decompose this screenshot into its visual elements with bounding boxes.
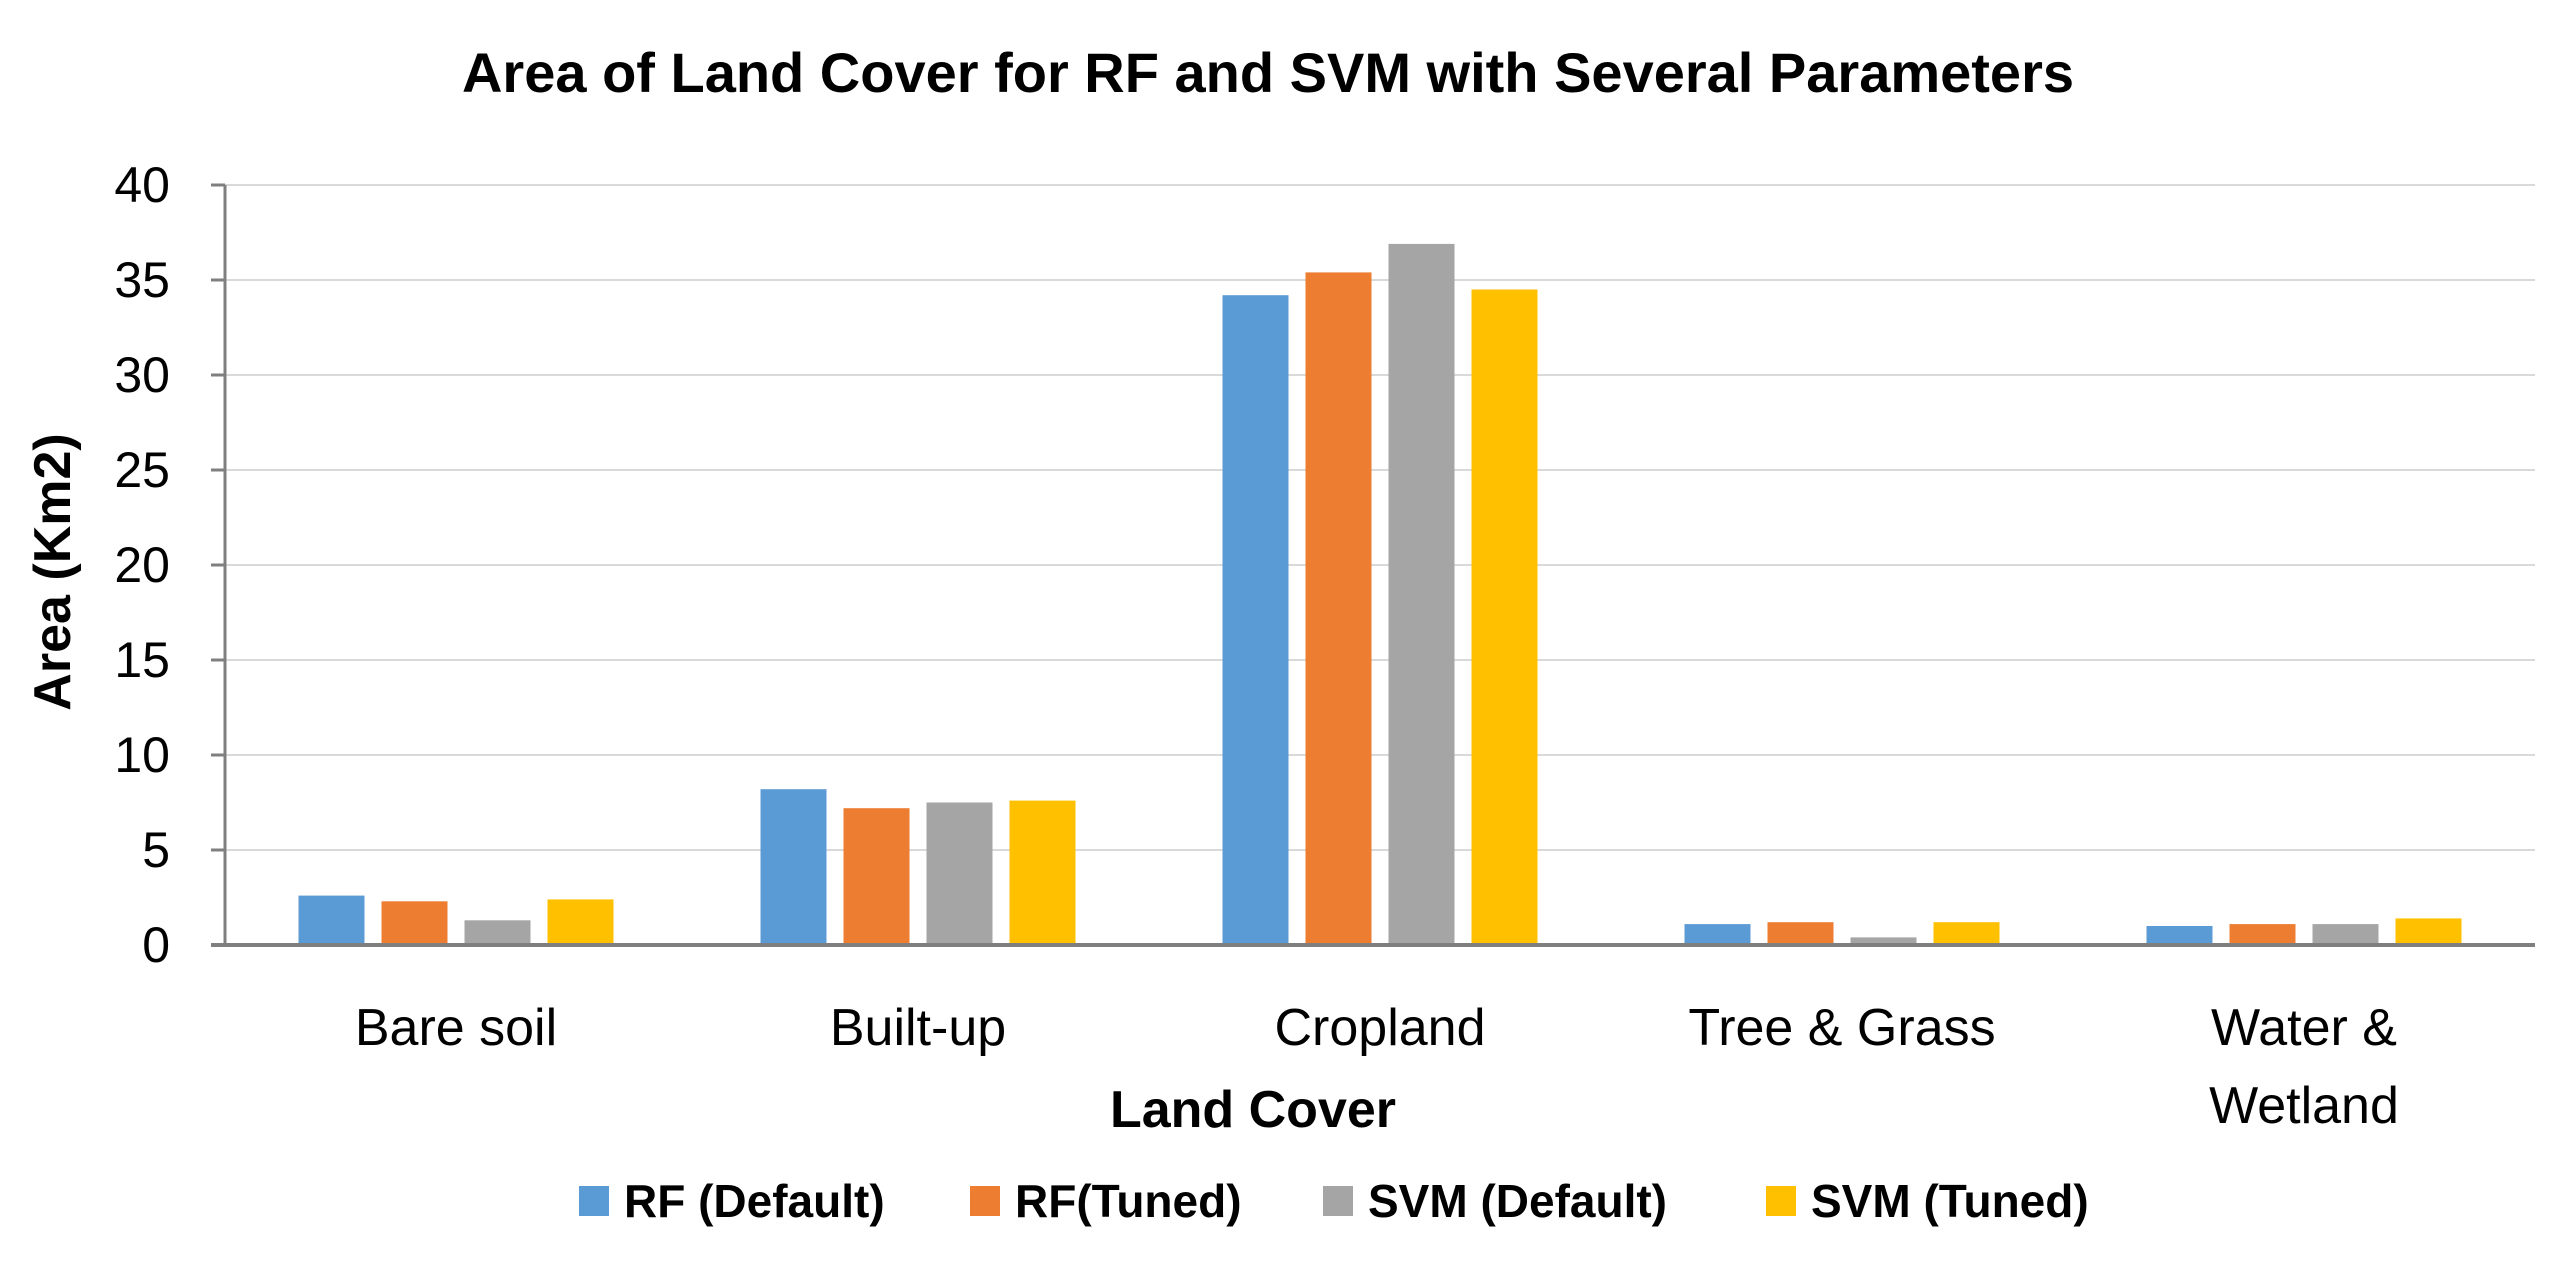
legend: RF (Default) RF(Tuned) SVM (Default) SVM (T…	[579, 1175, 2089, 1227]
bar-4-3	[1471, 289, 1538, 945]
x-tick-label: Built-up	[830, 999, 1006, 1057]
y-tick-label: 30	[114, 347, 170, 403]
x-tick-label: Bare soil	[355, 999, 557, 1057]
y-tick-label: 40	[114, 157, 170, 213]
y-tick-label: 5	[142, 822, 170, 878]
bar-4-4	[1933, 922, 2000, 945]
bar-2-5	[2229, 924, 2296, 945]
bar-4-5	[2395, 918, 2462, 945]
bar-1-4	[1684, 924, 1751, 945]
y-tick-label: 35	[114, 252, 170, 308]
bar-1-1	[298, 895, 365, 945]
y-tick-label: 20	[114, 537, 170, 593]
bar-3-3	[1388, 243, 1455, 945]
legend-swatch-2	[970, 1186, 1000, 1216]
bar-2-1	[381, 901, 448, 945]
x-tick-label: Cropland	[1274, 999, 1485, 1057]
bar-4-2	[1009, 800, 1076, 945]
x-tick-label: Wetland	[2209, 1077, 2399, 1135]
y-tick-label: 15	[114, 632, 170, 688]
gridlines	[225, 184, 2535, 851]
y-axis-title: Area (Km2)	[24, 433, 82, 710]
bar-3-5	[2312, 924, 2379, 945]
bar-3-4	[1850, 937, 1917, 945]
y-tick-label: 25	[114, 442, 170, 498]
legend-label-4: SVM (Tuned)	[1811, 1175, 2089, 1227]
bar-2-4	[1767, 922, 1834, 945]
bar-2-3	[1305, 272, 1372, 945]
x-tick-label: Water &	[2211, 999, 2397, 1057]
legend-swatch-1	[579, 1186, 609, 1216]
x-axis-title: Land Cover	[1110, 1081, 1396, 1139]
legend-label-3: SVM (Default)	[1368, 1175, 1667, 1227]
bar-3-2	[926, 802, 993, 945]
legend-swatch-4	[1766, 1186, 1796, 1216]
legend-label-1: RF (Default)	[624, 1175, 885, 1227]
bar-1-5	[2146, 926, 2213, 945]
tick-labels: 0 5 10 15 20 25 30 35 40 Bare soil Built-up Croplan…	[114, 157, 2399, 1135]
bar-3-1	[464, 920, 531, 945]
chart-title: Area of Land Cover for RF and SVM with S…	[462, 41, 2074, 104]
x-tick-label: Tree & Grass	[1688, 999, 1995, 1057]
bar-2-2	[843, 808, 910, 945]
y-tick-label: 0	[142, 917, 170, 973]
legend-label-2: RF(Tuned)	[1015, 1175, 1242, 1227]
y-tick-label: 10	[114, 727, 170, 783]
bar-1-3	[1222, 295, 1289, 945]
bars	[298, 243, 2462, 945]
bar-1-2	[760, 789, 827, 945]
bar-4-1	[547, 899, 614, 945]
legend-swatch-3	[1323, 1186, 1353, 1216]
axes	[211, 183, 2535, 947]
